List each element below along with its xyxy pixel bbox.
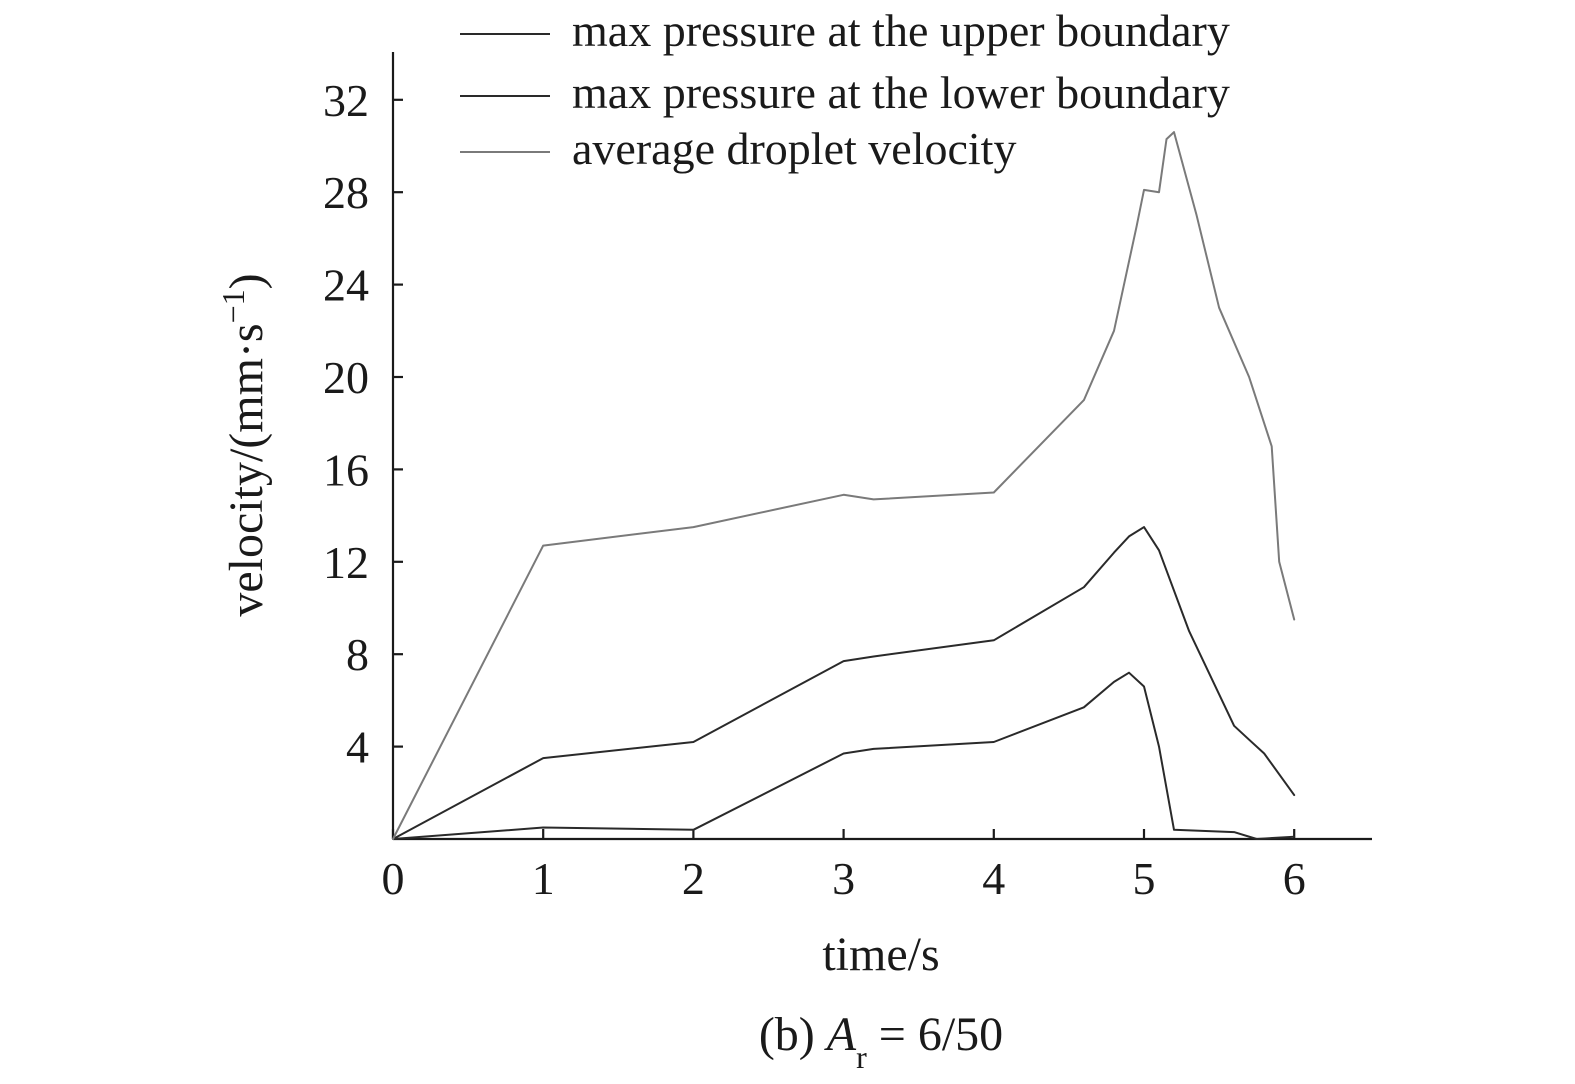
x-tick-label: 5 — [1133, 853, 1156, 904]
x-ticks: 0 1 2 3 4 5 6 — [382, 829, 1306, 904]
y-tick-label: 16 — [323, 444, 369, 495]
x-axis-title: time/s — [822, 928, 939, 981]
y-tick-label: 20 — [323, 352, 369, 403]
y-tick-label: 24 — [323, 260, 369, 311]
figure-caption: (b) Ar = 6/50 — [759, 1008, 1003, 1075]
x-tick-label: 3 — [832, 853, 855, 904]
series-line-1 — [392, 671, 1296, 840]
series-line-2 — [392, 526, 1296, 840]
y-tick-label: 28 — [323, 167, 369, 218]
series-lines — [392, 131, 1296, 840]
x-tick-label: 6 — [1283, 853, 1306, 904]
series-line-3 — [392, 131, 1296, 840]
y-tick-label: 32 — [323, 75, 369, 126]
y-tick-label: 12 — [323, 537, 369, 588]
caption-variable: A — [824, 1008, 857, 1061]
legend: max pressure at the upper boundary max pr… — [460, 5, 1230, 174]
caption-subscript: r — [856, 1039, 867, 1075]
legend-label: max pressure at the lower boundary — [572, 67, 1230, 118]
x-tick-label: 1 — [532, 853, 555, 904]
y-tick-label: 8 — [346, 629, 369, 680]
y-axis-title: velocity/(mm·s−1) — [215, 273, 273, 616]
y-tick-label: 4 — [346, 722, 369, 773]
x-tick-label: 4 — [982, 853, 1005, 904]
y-axis-title-superscript: −1 — [215, 289, 251, 323]
y-ticks: 4 8 12 16 20 24 28 32 — [323, 75, 403, 773]
x-tick-label: 2 — [682, 853, 705, 904]
legend-label: average droplet velocity — [572, 123, 1016, 174]
x-tick-label: 0 — [382, 853, 405, 904]
legend-label: max pressure at the upper boundary — [572, 5, 1230, 56]
